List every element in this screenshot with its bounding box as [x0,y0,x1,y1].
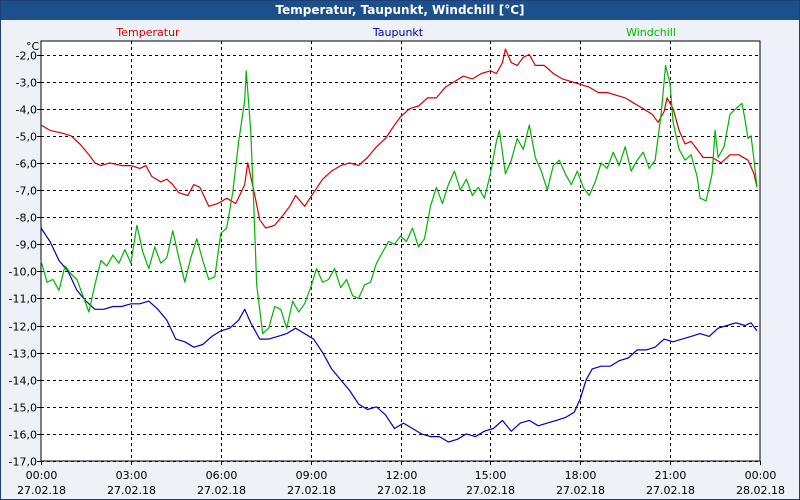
y-tick-label: -14,0 [9,375,37,388]
x-tick-time: 00:00 [745,469,777,482]
legend: Temperatur Taupunkt Windchill [115,26,676,39]
x-tick-time: 00:00 [26,469,58,482]
plot-area [40,40,761,462]
x-tick-time: 03:00 [116,469,148,482]
x-axis-ticks: 00:00 27.02.18 03:00 27.02.18 06:00 27.02.18 0… [17,461,785,497]
x-tick-time: 09:00 [296,469,328,482]
legend-windchill: Windchill [626,26,676,39]
y-tick-label: -6,0 [16,158,37,171]
y-tick-label: -7,0 [16,185,37,198]
x-tick-time: 12:00 [386,469,418,482]
x-tick-time: 21:00 [655,469,687,482]
x-tick-date: 27.02.18 [646,484,695,497]
y-tick-label: -8,0 [16,212,37,225]
series-line-taupunkt [40,227,758,443]
y-tick-label: -3,0 [16,77,37,90]
x-tick-date: 27.02.18 [197,484,246,497]
legend-taupunkt: Taupunkt [372,26,424,39]
y-tick-label: -11,0 [9,293,37,306]
x-tick-date: 27.02.18 [556,484,605,497]
x-tick-time: 06:00 [206,469,238,482]
legend-temperatur: Temperatur [115,26,180,39]
y-tick-label: -13,0 [9,348,37,361]
y-tick-label: -16,0 [9,429,37,442]
series-lines [40,48,758,443]
y-tick-label: -9,0 [16,239,37,252]
x-tick-time: 15:00 [475,469,507,482]
x-tick-date: 27.02.18 [466,484,515,497]
y-tick-label: -10,0 [9,266,37,279]
y-tick-label: -4,0 [16,104,37,117]
y-tick-label: -17,0 [9,456,37,469]
x-tick-time: 18:00 [565,469,597,482]
series-line-windchill [40,64,758,335]
y-axis-ticks: -2,0 -3,0 -4,0 -5,0 -6,0 -7,0 -8,0 -9,0 -10,0 -11… [9,50,41,469]
x-tick-date: 27.02.18 [377,484,426,497]
x-tick-date: 28.02.18 [736,484,785,497]
x-tick-date: 27.02.18 [17,484,66,497]
grid-lines [41,41,760,462]
y-tick-label: -12,0 [9,321,37,334]
x-tick-date: 27.02.18 [107,484,156,497]
series-line-temperatur [40,48,758,229]
y-tick-label: -15,0 [9,402,37,415]
y-tick-label: -2,0 [16,50,37,63]
x-tick-date: 27.02.18 [287,484,336,497]
y-tick-label: -5,0 [16,131,37,144]
chart-title: Temperatur, Taupunkt, Windchill [°C] [1,1,799,20]
y-axis-unit: °C [26,40,40,53]
